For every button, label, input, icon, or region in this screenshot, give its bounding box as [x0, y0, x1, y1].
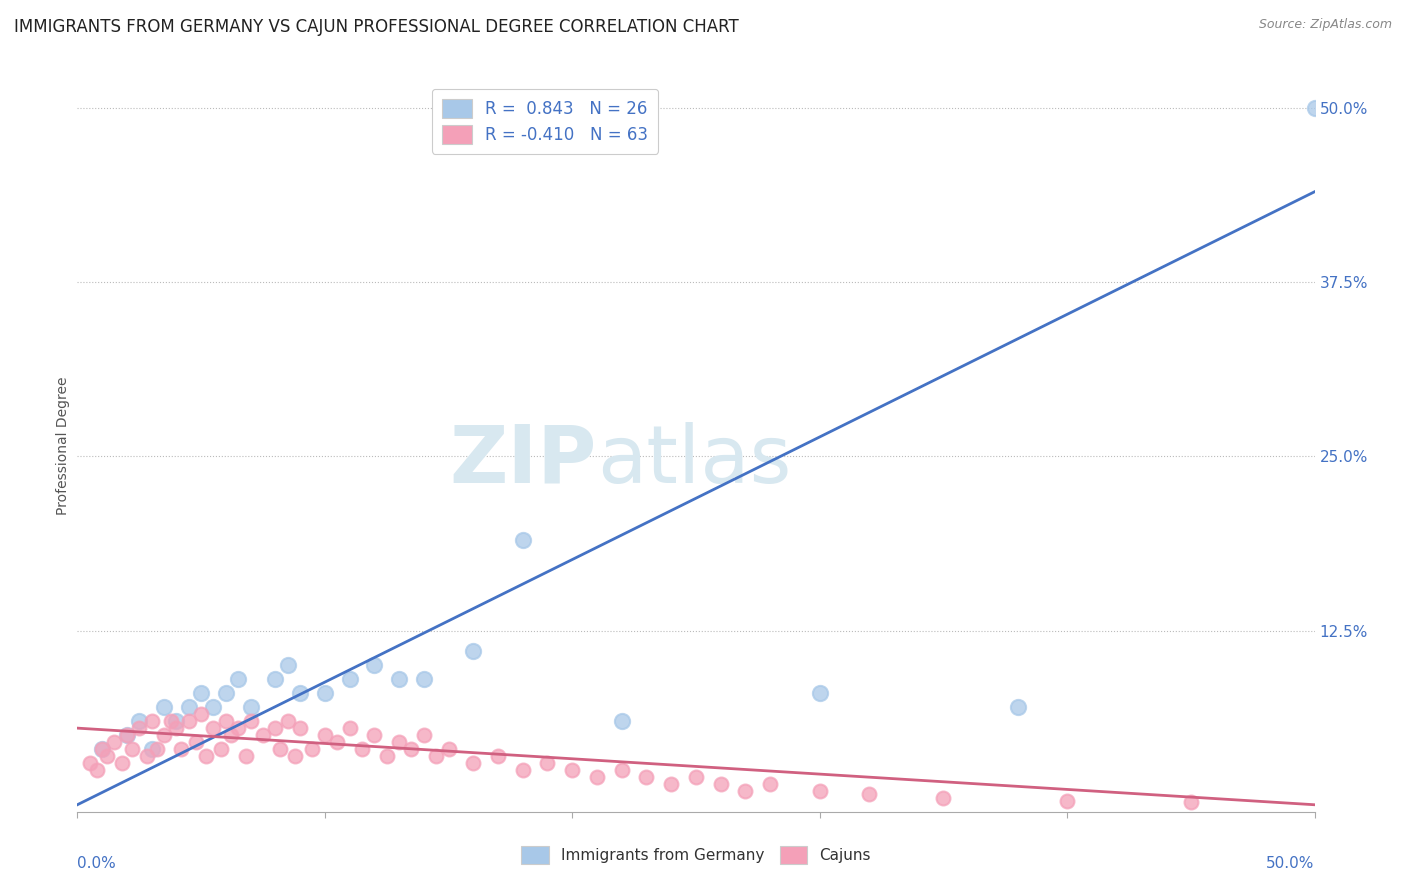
- Point: [239, 714, 262, 728]
- Point: [239, 700, 262, 714]
- Point: [160, 714, 183, 728]
- Point: [734, 784, 756, 798]
- Point: [288, 686, 311, 700]
- Point: [536, 756, 558, 770]
- Point: [512, 533, 534, 547]
- Point: [153, 728, 176, 742]
- Point: [219, 728, 242, 742]
- Point: [145, 742, 167, 756]
- Point: [135, 749, 157, 764]
- Point: [412, 728, 434, 742]
- Point: [264, 673, 287, 687]
- Point: [202, 721, 225, 735]
- Point: [1180, 795, 1202, 809]
- Point: [463, 756, 485, 770]
- Point: [195, 749, 218, 764]
- Point: [486, 749, 509, 764]
- Point: [759, 777, 782, 791]
- Point: [610, 714, 633, 728]
- Point: [1303, 101, 1326, 115]
- Point: [314, 686, 336, 700]
- Point: [636, 770, 658, 784]
- Text: Source: ZipAtlas.com: Source: ZipAtlas.com: [1258, 18, 1392, 31]
- Point: [425, 749, 447, 764]
- Point: [561, 763, 583, 777]
- Point: [586, 770, 609, 784]
- Point: [177, 714, 200, 728]
- Point: [115, 728, 138, 742]
- Point: [177, 700, 200, 714]
- Point: [412, 673, 434, 687]
- Point: [269, 742, 291, 756]
- Point: [512, 763, 534, 777]
- Point: [659, 777, 682, 791]
- Point: [165, 721, 187, 735]
- Point: [710, 777, 733, 791]
- Point: [314, 728, 336, 742]
- Point: [252, 728, 274, 742]
- Point: [141, 742, 163, 756]
- Point: [350, 742, 373, 756]
- Point: [209, 742, 232, 756]
- Legend: Immigrants from Germany, Cajuns: Immigrants from Germany, Cajuns: [515, 840, 877, 870]
- Point: [388, 735, 411, 749]
- Text: 0.0%: 0.0%: [77, 855, 117, 871]
- Point: [103, 735, 125, 749]
- Point: [79, 756, 101, 770]
- Text: 50.0%: 50.0%: [1267, 855, 1315, 871]
- Point: [153, 700, 176, 714]
- Point: [115, 728, 138, 742]
- Point: [808, 686, 831, 700]
- Point: [91, 742, 114, 756]
- Point: [170, 742, 193, 756]
- Point: [226, 673, 249, 687]
- Text: IMMIGRANTS FROM GERMANY VS CAJUN PROFESSIONAL DEGREE CORRELATION CHART: IMMIGRANTS FROM GERMANY VS CAJUN PROFESS…: [14, 18, 738, 36]
- Y-axis label: Professional Degree: Professional Degree: [56, 376, 70, 516]
- Point: [301, 742, 323, 756]
- Point: [808, 784, 831, 798]
- Point: [202, 700, 225, 714]
- Point: [141, 714, 163, 728]
- Point: [235, 749, 257, 764]
- Point: [363, 658, 385, 673]
- Point: [375, 749, 398, 764]
- Point: [86, 763, 108, 777]
- Point: [128, 721, 150, 735]
- Point: [463, 644, 485, 658]
- Point: [190, 686, 212, 700]
- Point: [190, 707, 212, 722]
- Point: [226, 721, 249, 735]
- Point: [610, 763, 633, 777]
- Point: [363, 728, 385, 742]
- Text: atlas: atlas: [598, 422, 792, 500]
- Point: [932, 790, 955, 805]
- Point: [1056, 794, 1078, 808]
- Point: [339, 721, 361, 735]
- Point: [184, 735, 207, 749]
- Point: [215, 686, 238, 700]
- Text: ZIP: ZIP: [450, 422, 598, 500]
- Point: [288, 721, 311, 735]
- Point: [215, 714, 238, 728]
- Point: [277, 714, 299, 728]
- Point: [858, 787, 880, 801]
- Point: [128, 714, 150, 728]
- Point: [277, 658, 299, 673]
- Point: [121, 742, 143, 756]
- Point: [91, 742, 114, 756]
- Point: [284, 749, 307, 764]
- Point: [388, 673, 411, 687]
- Point: [326, 735, 349, 749]
- Point: [96, 749, 118, 764]
- Point: [437, 742, 460, 756]
- Point: [111, 756, 134, 770]
- Point: [685, 770, 707, 784]
- Point: [165, 714, 187, 728]
- Point: [401, 742, 423, 756]
- Point: [264, 721, 287, 735]
- Point: [339, 673, 361, 687]
- Point: [1007, 700, 1029, 714]
